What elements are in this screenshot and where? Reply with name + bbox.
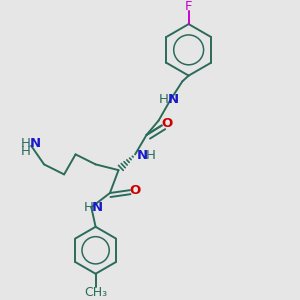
Text: H: H bbox=[21, 137, 31, 150]
Text: N: N bbox=[168, 93, 179, 106]
Text: H: H bbox=[83, 201, 93, 214]
Text: H: H bbox=[21, 145, 31, 158]
Text: N: N bbox=[30, 137, 41, 150]
Text: F: F bbox=[185, 0, 192, 14]
Text: O: O bbox=[129, 184, 140, 197]
Text: H: H bbox=[146, 149, 155, 162]
Text: O: O bbox=[161, 117, 172, 130]
Text: N: N bbox=[92, 201, 103, 214]
Text: H: H bbox=[159, 93, 169, 106]
Text: CH₃: CH₃ bbox=[84, 286, 107, 299]
Text: N: N bbox=[136, 149, 148, 162]
